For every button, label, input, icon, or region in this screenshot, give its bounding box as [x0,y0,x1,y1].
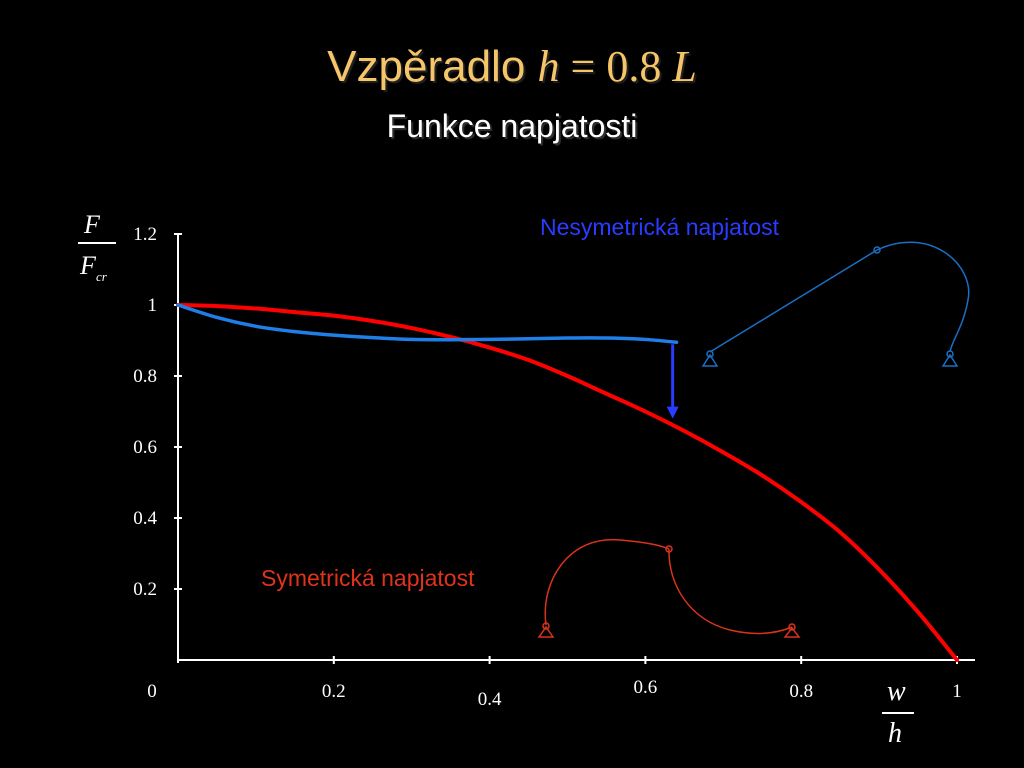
asymmetric-sketch-joint [873,246,881,254]
asymmetric-support-right [941,353,959,367]
transition-arrow-head [666,406,679,419]
symmetric-sketch-joint [665,545,673,553]
slide-title: Vzpěradlo h = 0.8 L [0,40,1024,94]
y-label-denominator: F [79,251,97,280]
y-tick-label: 0.4 [133,508,157,529]
symmetric-support-right-pin [788,623,796,631]
y-tick-label: 1.2 [133,224,157,245]
ticks: 0 0.2 0.4 0.6 0.8 1 0.2 0.4 0.6 0.8 1 1.2 [133,224,962,710]
asymmetric-series-line [176,303,679,345]
axes [177,233,975,663]
y-tick-label: 0.2 [133,579,157,600]
x-tick-label: 0.2 [322,681,346,702]
x-axis-label: w h [882,676,914,749]
symmetric-support-left-pin [542,622,550,630]
symmetric-sketch [537,538,801,638]
asymmetric-label: Nesymetrická napjatost [540,214,780,240]
x-tick-label: 1 [952,681,962,702]
title-word: Vzpěradlo [327,42,526,91]
asymmetric-sketch [701,241,970,367]
symmetric-label: Symetrická napjatost [261,565,475,591]
asymmetric-support-left [701,353,719,367]
asymmetric-sketch-line [709,249,878,353]
x-tick-label: 0 [147,681,157,702]
symmetric-support-right [783,626,801,638]
symmetric-sketch-left-arc [544,538,670,626]
asymmetric-sketch-arc [876,241,970,353]
title-equation: = 0.8 [559,42,673,91]
y-tick-label: 0.6 [133,437,157,458]
symmetric-series-line [176,303,959,662]
y-label-numerator: F [83,210,101,239]
arrow-layer [666,344,679,419]
x-tick-label: 0.4 [478,689,502,710]
title-variable-L: L [672,42,697,91]
series-layer [176,303,959,662]
slide-subtitle: Funkce napjatosti [386,108,638,144]
x-label-denominator: h [888,718,902,749]
symmetric-sketch-right-arc [668,548,793,635]
title-variable-h: h [537,42,560,91]
y-label-denominator-subscript: cr [96,269,108,284]
asymmetric-support-left-pin [706,350,714,358]
y-axis-label: F F cr [78,210,116,284]
x-label-numerator: w [887,676,906,707]
asymmetric-support-right-pin [946,350,954,358]
x-tick-label: 0.8 [789,681,813,702]
symmetric-support-left [537,625,555,638]
x-tick-label: 0.6 [634,677,658,698]
y-tick-label: 1 [148,295,158,316]
y-tick-label: 0.8 [133,366,157,387]
